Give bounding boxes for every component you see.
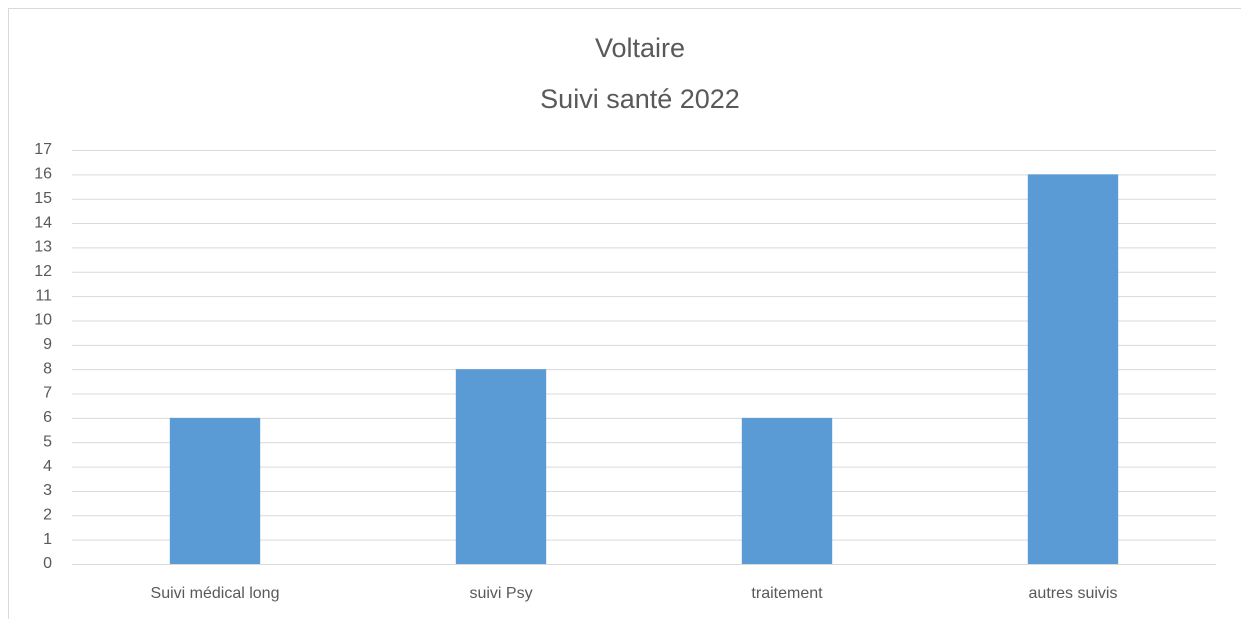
bar — [741, 417, 833, 564]
y-tick-label: 10 — [34, 312, 52, 329]
y-tick-label: 7 — [43, 385, 52, 402]
y-tick-label: 5 — [43, 433, 52, 450]
y-tick-label: 3 — [43, 482, 52, 499]
x-tick-label: traitement — [751, 585, 823, 602]
x-tick-label: autres suivis — [1029, 585, 1118, 602]
y-tick-label: 11 — [35, 287, 52, 304]
y-tick-label: 1 — [43, 531, 52, 548]
chart-title: Suivi santé 2022 — [540, 84, 740, 114]
y-tick-label: 15 — [34, 190, 52, 207]
y-tick-label: 0 — [43, 555, 52, 572]
y-tick-label: 9 — [43, 336, 52, 353]
y-tick-label: 16 — [34, 166, 52, 183]
y-tick-label: 6 — [43, 409, 52, 426]
y-tick-label: 4 — [43, 458, 52, 475]
y-tick-label: 2 — [43, 507, 52, 524]
y-tick-label: 17 — [34, 141, 52, 158]
y-tick-label: 8 — [43, 360, 52, 377]
y-tick-label: 14 — [34, 214, 52, 231]
x-tick-label: suivi Psy — [469, 585, 532, 602]
y-tick-label: 12 — [34, 263, 52, 280]
bar — [1027, 174, 1119, 564]
bar — [169, 417, 261, 564]
y-tick-label: 13 — [34, 239, 52, 256]
chart-title: Voltaire — [595, 33, 685, 63]
x-tick-label: Suivi médical long — [151, 585, 280, 602]
bar — [455, 369, 547, 564]
